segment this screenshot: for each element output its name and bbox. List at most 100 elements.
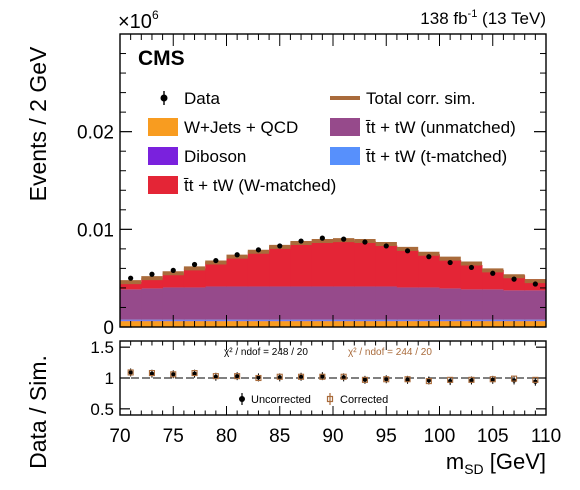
lumi-energy: (13 TeV) bbox=[477, 9, 546, 28]
bar-t-t-tw-w-matched-16 bbox=[460, 264, 483, 290]
ratio-point-corrected-12 bbox=[383, 376, 390, 383]
ratio-point-uncorrected-7 bbox=[277, 375, 282, 380]
bar-t-t-tw-unmatched-16 bbox=[460, 289, 483, 320]
legend-label-corrected: Corrected bbox=[340, 394, 388, 406]
ratio-point-uncorrected-5 bbox=[234, 373, 240, 379]
bar-t-t-tw-w-matched-8 bbox=[290, 242, 313, 287]
data-point-7 bbox=[277, 243, 283, 249]
x-tick-label-7: 105 bbox=[477, 426, 509, 447]
bar-t-t-tw-unmatched-7 bbox=[269, 286, 291, 320]
data-point-19 bbox=[532, 281, 538, 287]
x-axis-label-subscript: SD bbox=[464, 461, 483, 477]
data-point-5 bbox=[234, 252, 240, 258]
ratio-point-uncorrected-17 bbox=[490, 377, 495, 383]
legend-box-t-t-tw-unmatched bbox=[330, 118, 360, 136]
data-point-16 bbox=[468, 264, 475, 271]
data-point-17 bbox=[490, 270, 496, 276]
ratio-point-uncorrected-0 bbox=[128, 370, 133, 375]
bar-t-t-tw-w-matched-1 bbox=[141, 278, 163, 289]
x-axis-label-base: m bbox=[446, 449, 464, 474]
bar-t-t-tw-t-matched-6 bbox=[247, 319, 270, 321]
bar-t-t-tw-t-matched-5 bbox=[226, 319, 249, 321]
ratio-point-uncorrected-12 bbox=[384, 377, 389, 382]
ratio-point-uncorrected-4 bbox=[213, 374, 219, 379]
ratio-point-uncorrected-6 bbox=[256, 375, 261, 380]
bar-t-t-tw-unmatched-15 bbox=[439, 288, 462, 320]
x-tick-label-8: 110 bbox=[531, 426, 561, 447]
bar-t-t-tw-unmatched-10 bbox=[333, 286, 355, 320]
bar-t-t-tw-t-matched-3 bbox=[183, 319, 206, 321]
ratio-point-corrected-14 bbox=[425, 378, 432, 385]
bar-t-t-tw-unmatched-14 bbox=[418, 287, 440, 320]
bar-t-t-tw-unmatched-8 bbox=[290, 286, 313, 320]
data-point-14 bbox=[426, 254, 432, 260]
data-point-11 bbox=[362, 239, 368, 245]
legend-box-t-t-tw-t-matched bbox=[330, 147, 360, 165]
x-tick-label-3: 85 bbox=[269, 426, 290, 447]
ratio-point-uncorrected-14 bbox=[426, 378, 432, 383]
data-point-15 bbox=[447, 259, 453, 266]
ratio-point-uncorrected-11 bbox=[362, 377, 368, 383]
bar-t-t-tw-unmatched-19 bbox=[524, 290, 547, 320]
main-ytick-label-1: 0.01 bbox=[77, 220, 114, 241]
ratio-point-corrected-18 bbox=[510, 375, 518, 382]
stacked-histogram bbox=[120, 240, 547, 327]
bar-t-t-tw-t-matched-18 bbox=[503, 319, 526, 321]
data-point-9 bbox=[319, 235, 325, 241]
main-y-axis-label: Events / 2 GeV bbox=[25, 46, 51, 201]
ratio-point-corrected-10 bbox=[340, 373, 347, 380]
scale-base: ×10 bbox=[118, 11, 152, 33]
bar-t-t-tw-unmatched-18 bbox=[503, 290, 526, 320]
bar-t-t-tw-w-matched-5 bbox=[226, 256, 249, 287]
data-point-6 bbox=[255, 247, 262, 253]
scale-label: ×106 bbox=[118, 8, 159, 33]
bar-t-t-tw-w-matched-15 bbox=[439, 260, 462, 289]
bar-t-t-tw-w-matched-12 bbox=[375, 245, 398, 287]
ratio-point-corrected-15 bbox=[447, 376, 454, 383]
ratio-point-corrected-5 bbox=[234, 373, 241, 380]
legend-label-t-t-tw-unmatched: t̄t + tW (unmatched) bbox=[365, 118, 516, 137]
bar-t-t-tw-t-matched-4 bbox=[205, 319, 227, 321]
ratio-point-corrected-9 bbox=[319, 373, 326, 380]
ratio-point-corrected-13 bbox=[404, 376, 411, 383]
lumi-label: 138 fb-1 (13 TeV) bbox=[420, 8, 546, 28]
bar-t-t-tw-w-matched-18 bbox=[503, 275, 526, 291]
bar-t-t-tw-unmatched-2 bbox=[162, 287, 185, 320]
ratio-point-uncorrected-18 bbox=[511, 378, 517, 383]
legend-label-w-jets-qcd: W+Jets + QCD bbox=[184, 118, 298, 137]
ratio-point-uncorrected-8 bbox=[298, 374, 304, 379]
data-point-10 bbox=[341, 236, 347, 242]
ratio-point-corrected-7 bbox=[276, 373, 283, 380]
ratio-point-uncorrected-2 bbox=[171, 372, 176, 377]
main-ytick-label-0: 0 bbox=[103, 318, 114, 339]
bar-t-t-tw-unmatched-4 bbox=[205, 286, 227, 320]
bar-t-t-tw-w-matched-4 bbox=[205, 262, 227, 287]
bar-t-t-tw-w-matched-10 bbox=[333, 240, 355, 287]
bar-t-t-tw-unmatched-6 bbox=[247, 286, 270, 320]
ratio-point-uncorrected-10 bbox=[341, 375, 346, 380]
ratio-ytick-label-0: 0.5 bbox=[90, 400, 114, 419]
bar-t-t-tw-w-matched-7 bbox=[269, 246, 291, 287]
ratio-point-corrected-6 bbox=[255, 374, 262, 382]
bar-t-t-tw-t-matched-8 bbox=[290, 319, 313, 321]
ratio-point-uncorrected-16 bbox=[469, 378, 474, 383]
bar-t-t-tw-w-matched-0 bbox=[120, 282, 142, 290]
bar-t-t-tw-t-matched-19 bbox=[524, 319, 547, 321]
ratio-point-corrected-17 bbox=[489, 376, 496, 383]
legend-label-diboson: Diboson bbox=[184, 147, 246, 166]
data-point-13 bbox=[404, 248, 411, 254]
bar-t-t-tw-unmatched-5 bbox=[226, 286, 249, 320]
bar-t-t-tw-t-matched-13 bbox=[396, 319, 419, 321]
data-point-2 bbox=[170, 267, 176, 273]
x-tick-label-2: 80 bbox=[216, 426, 237, 447]
ratio-point-uncorrected-1 bbox=[149, 371, 155, 376]
ratio-ytick-label-2: 1.5 bbox=[90, 338, 114, 357]
ratio-points bbox=[127, 368, 539, 386]
chi2-corrected: χ² / ndof = 244 / 20 bbox=[348, 347, 432, 358]
legend-marker-data bbox=[160, 94, 168, 102]
ratio-point-uncorrected-13 bbox=[405, 377, 410, 383]
ratio-point-corrected-1 bbox=[148, 370, 155, 377]
ratio-point-corrected-11 bbox=[361, 376, 369, 383]
ratio-legend: Uncorrected Corrected bbox=[239, 393, 388, 406]
ratio-point-corrected-16 bbox=[468, 376, 475, 383]
